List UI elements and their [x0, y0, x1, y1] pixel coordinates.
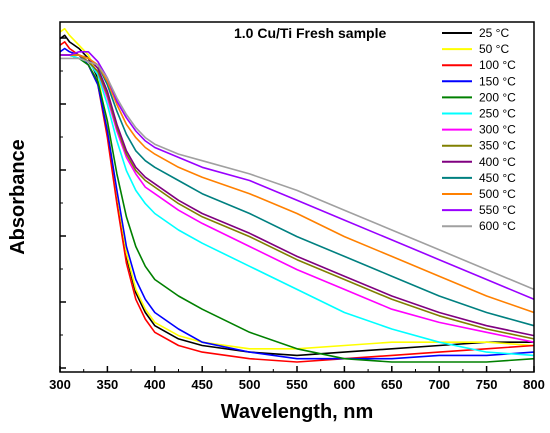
- x-tick-label: 550: [286, 377, 308, 392]
- legend-label-9: 450 °C: [479, 171, 516, 185]
- legend-label-8: 400 °C: [479, 155, 516, 169]
- legend-label-0: 25 °C: [479, 26, 509, 40]
- x-tick-label: 400: [144, 377, 166, 392]
- x-tick-label: 750: [476, 377, 498, 392]
- x-tick-label: 800: [523, 377, 545, 392]
- series-line-12: [60, 57, 535, 291]
- series-line-7: [60, 54, 535, 340]
- series-line-0: [59, 34, 534, 357]
- series-line-1: [59, 27, 535, 350]
- legend-label-4: 200 °C: [479, 90, 516, 104]
- x-tick-label: 350: [97, 377, 119, 392]
- legend-label-2: 100 °C: [479, 58, 516, 72]
- legend-label-1: 50 °C: [479, 42, 509, 56]
- x-tick-label: 500: [239, 377, 261, 392]
- x-tick-label: 450: [191, 377, 213, 392]
- x-axis: 300 350 400 450 500 550 600 650 700 750 800: [49, 366, 545, 392]
- series-line-4: [60, 54, 535, 363]
- x-tick-label: 650: [381, 377, 403, 392]
- x-tick-label: 700: [428, 377, 450, 392]
- legend-label-10: 500 °C: [479, 187, 516, 201]
- legend-label-3: 150 °C: [479, 74, 516, 88]
- x-tick-label: 300: [49, 377, 71, 392]
- x-axis-title: Wavelength, nm: [221, 401, 374, 423]
- chart-title: 1.0 Cu/Ti Fresh sample: [234, 25, 386, 41]
- y-axis: [60, 37, 66, 369]
- y-axis-title: Absorbance: [7, 139, 29, 255]
- plot-lines: [59, 27, 535, 363]
- series-line-11: [60, 50, 535, 301]
- series-line-10: [60, 54, 535, 314]
- x-tick-label: 600: [334, 377, 356, 392]
- series-line-5: [60, 54, 535, 357]
- series-line-2: [59, 41, 535, 363]
- legend-label-7: 350 °C: [479, 139, 516, 153]
- legend-label-6: 300 °C: [479, 123, 516, 137]
- legend-label-11: 550 °C: [479, 203, 516, 217]
- legend: 25 °C 50 °C 100 °C 150 °C 200 °C 250 °C 300 °C…: [442, 26, 516, 233]
- legend-label-5: 250 °C: [479, 107, 516, 121]
- series-line-3: [59, 47, 535, 360]
- legend-label-12: 600 °C: [479, 219, 516, 233]
